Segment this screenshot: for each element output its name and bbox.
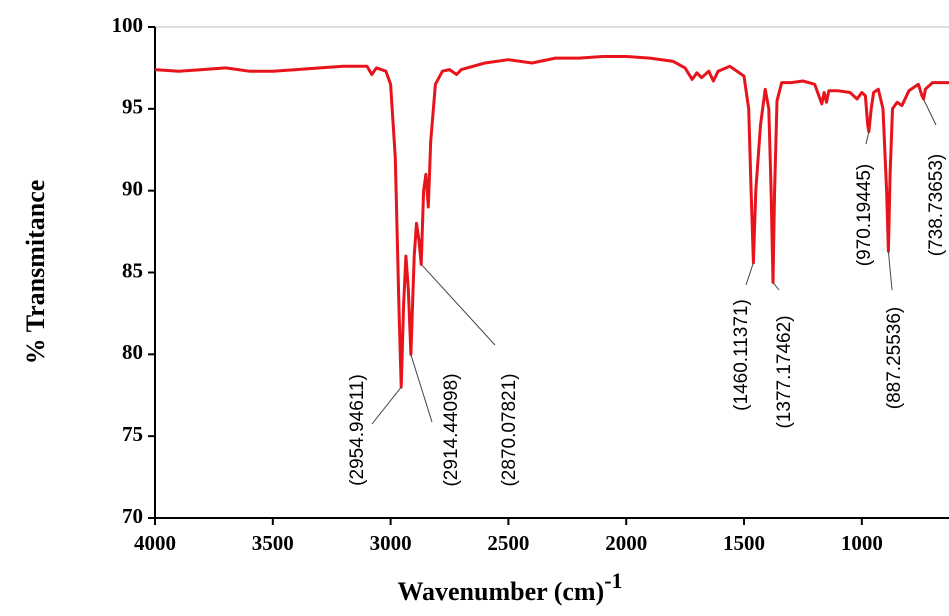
y-tick-label: 100 <box>112 13 144 37</box>
x-tick-label: 1000 <box>841 531 883 555</box>
x-axis-label-text: Wavenumber (cm) <box>397 577 604 606</box>
annotation-leader <box>887 251 893 291</box>
annotation-label: (738.73653) <box>926 154 947 256</box>
spectrum-line <box>154 55 949 389</box>
y-tick-label: 85 <box>122 258 143 282</box>
annotation-label: (970.19445) <box>854 164 875 266</box>
x-tick-label: 3500 <box>252 531 294 555</box>
annotation-label: (1460.11371) <box>731 299 752 411</box>
y-tick-label: 90 <box>122 176 143 200</box>
x-tick-label: 1500 <box>723 531 765 555</box>
annotation-label: (1377.17462) <box>774 315 795 428</box>
annotation-leader <box>410 354 433 423</box>
annotation-leader <box>865 131 870 145</box>
x-tick-label: 2500 <box>487 531 529 555</box>
annotation-label: (2954.94611) <box>347 374 368 486</box>
y-tick-label: 75 <box>122 422 143 446</box>
y-tick-label: 70 <box>122 504 143 528</box>
x-axis-label-superscript: -1 <box>604 568 622 593</box>
y-tick-label: 95 <box>122 95 143 119</box>
x-tick-label: 3000 <box>370 531 412 555</box>
annotation-leader <box>371 386 402 425</box>
y-tick-label: 80 <box>122 340 143 364</box>
annotation-leader <box>772 282 780 291</box>
annotation-label: (2870.07821) <box>499 373 520 486</box>
x-axis-label: Wavenumber (cm)-1 <box>397 568 622 606</box>
annotation-leader <box>420 263 496 346</box>
x-tick-label: 2000 <box>605 531 647 555</box>
annotation-label: (887.25536) <box>884 307 905 409</box>
x-tick-label: 4000 <box>134 531 176 555</box>
annotation-leader <box>922 98 937 126</box>
annotation-label: (2914.44098) <box>441 373 462 486</box>
annotation-leader <box>745 262 754 286</box>
y-axis-label: % Transmitance <box>21 180 50 365</box>
